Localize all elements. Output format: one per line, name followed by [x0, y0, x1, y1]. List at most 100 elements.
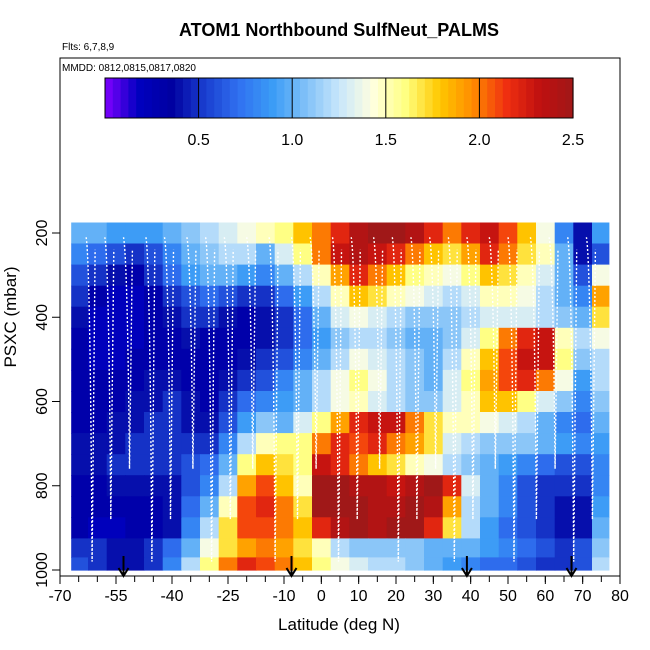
heatmap-cell — [349, 412, 369, 434]
flight-track — [163, 237, 175, 520]
x-tick-label: 20 — [387, 588, 405, 605]
heatmap-cell — [162, 264, 182, 287]
heatmap-cell — [218, 285, 238, 308]
heatmap-cell — [256, 496, 276, 518]
heatmap-cell — [162, 348, 182, 371]
heatmap-cell — [237, 285, 257, 308]
heatmap-cell — [237, 496, 257, 518]
heatmap-cell — [256, 391, 276, 413]
heatmap-cell — [293, 285, 313, 308]
heatmap-cell — [144, 327, 164, 350]
heatmap-cell — [349, 454, 369, 476]
heatmap-cell — [536, 412, 556, 434]
colorbar-swatch — [417, 78, 426, 118]
heatmap-cell — [125, 557, 145, 571]
heatmap-cell — [536, 454, 556, 476]
heatmap-cell — [181, 412, 201, 434]
heatmap-cell — [554, 369, 574, 392]
heatmap-cell — [405, 285, 425, 308]
heatmap-cell — [517, 264, 537, 287]
heatmap-cell — [573, 496, 593, 518]
heatmap-cell — [181, 538, 201, 558]
heatmap-cell — [368, 517, 388, 539]
heatmap-cell — [71, 327, 89, 350]
heatmap-cell — [162, 412, 182, 434]
heatmap-cell — [312, 306, 332, 329]
heatmap-cell — [498, 557, 518, 571]
heatmap-cell — [349, 348, 369, 371]
colorbar-swatch — [479, 78, 488, 118]
heatmap-cell — [498, 475, 518, 497]
heatmap-cell — [517, 243, 537, 266]
colorbar-tick-label: 2.5 — [562, 132, 584, 149]
heatmap-cell — [349, 327, 369, 350]
heatmap-cell — [424, 264, 444, 287]
colorbar-swatch — [510, 78, 519, 118]
heatmap-cell — [330, 433, 350, 455]
heatmap-cell — [162, 538, 182, 558]
heatmap-cell — [573, 306, 593, 329]
heatmap-cell — [536, 517, 556, 539]
heatmap-cell — [71, 285, 89, 308]
heatmap-cell — [517, 496, 537, 518]
heatmap-cell — [573, 433, 593, 455]
colorbar-swatch — [362, 78, 371, 118]
heatmap-cell — [256, 348, 276, 371]
heatmap-cell — [218, 369, 238, 392]
heatmap-cell — [536, 475, 556, 497]
heatmap-cell — [442, 454, 462, 476]
flight-track — [410, 237, 421, 520]
colorbar-swatch — [120, 78, 129, 118]
heatmap-cell — [144, 538, 164, 558]
heatmap-cell — [592, 306, 610, 329]
y-tick-label: 600 — [34, 388, 51, 415]
heatmap-cell — [106, 433, 126, 455]
heatmap-cell — [162, 475, 182, 497]
heatmap-cell — [592, 454, 610, 476]
heatmap-cell — [218, 348, 238, 371]
colorbar-swatch — [315, 78, 324, 118]
heatmap-cell — [71, 454, 89, 476]
x-tick-label: 80 — [611, 588, 629, 605]
heatmap-cell — [144, 517, 164, 539]
heatmap-cell — [330, 517, 350, 539]
heatmap-cell — [517, 538, 537, 558]
heatmap-cell — [312, 475, 332, 497]
heatmap-cell — [554, 412, 574, 434]
colorbar-swatch — [370, 78, 379, 118]
heatmap-cell — [71, 369, 89, 392]
heatmap-cell — [442, 243, 462, 266]
heatmap-cell — [256, 369, 276, 392]
heatmap-cell — [274, 517, 294, 539]
heatmap-cell — [144, 243, 164, 266]
heatmap-cell — [554, 391, 574, 413]
heatmap-cell — [181, 454, 201, 476]
heatmap-cell — [88, 264, 108, 287]
heatmap-cell — [461, 433, 481, 455]
colorbar-swatch — [526, 78, 535, 118]
colorbar-tick-label: 2.0 — [468, 132, 490, 149]
heatmap-cell — [218, 538, 238, 558]
heatmap-cell — [330, 496, 350, 518]
heatmap-cell — [405, 517, 425, 539]
heatmap-cell — [312, 222, 332, 245]
heatmap-cell — [498, 222, 518, 245]
heatmap-cell — [237, 222, 257, 245]
heatmap-cell — [386, 285, 406, 308]
heatmap-cell — [554, 348, 574, 371]
heatmap-cell — [461, 412, 481, 434]
x-tick-label: -10 — [272, 588, 295, 605]
heatmap-cell — [256, 222, 276, 245]
heatmap-cell — [386, 369, 406, 392]
heatmap-cell — [517, 412, 537, 434]
heatmap-cell — [349, 538, 369, 558]
heatmap-cell — [442, 412, 462, 434]
heatmap-cell — [480, 454, 500, 476]
heatmap-cell — [498, 496, 518, 518]
heatmap-cell — [554, 538, 574, 558]
heatmap-cell — [71, 306, 89, 329]
heatmap-cell — [536, 433, 556, 455]
colorbar-swatch — [245, 78, 254, 118]
heatmap-cell — [162, 517, 182, 539]
colorbar-swatch — [346, 78, 356, 118]
